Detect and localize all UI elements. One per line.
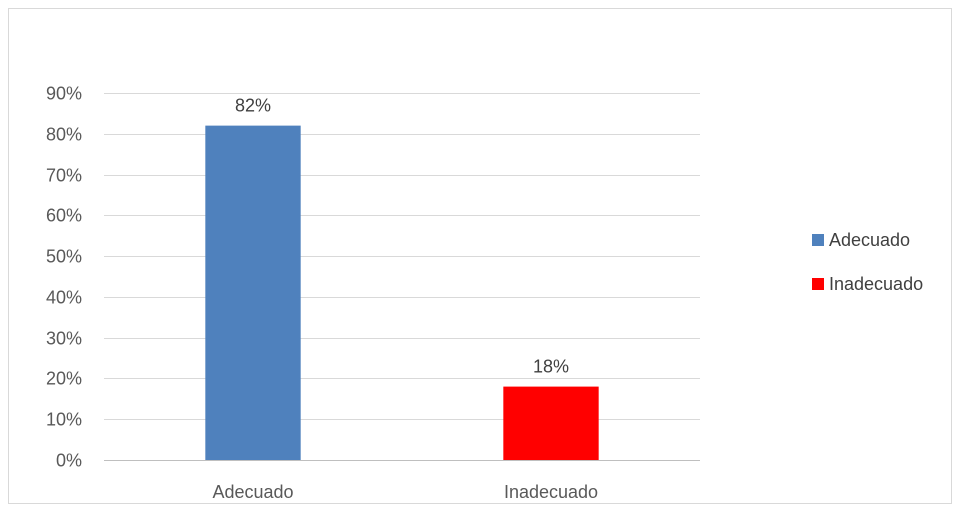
y-tick-label: 70%	[46, 166, 82, 186]
y-tick-label: 0%	[56, 451, 82, 471]
x-axis-category-labels: Adecuado Inadecuado	[212, 482, 598, 502]
legend: Adecuado Inadecuado	[812, 230, 923, 294]
y-tick-label: 60%	[46, 206, 82, 226]
y-tick-label: 10%	[46, 410, 82, 430]
legend-label-adecuado: Adecuado	[829, 230, 910, 250]
y-tick-label: 20%	[46, 369, 82, 389]
data-label-adecuado: 82%	[235, 96, 271, 116]
y-tick-label: 50%	[46, 247, 82, 267]
x-tick-label-inadecuado: Inadecuado	[504, 482, 598, 502]
bars	[205, 125, 599, 460]
bar-inadecuado	[503, 386, 599, 460]
legend-swatch-inadecuado	[812, 278, 824, 290]
x-tick-label-adecuado: Adecuado	[212, 482, 293, 502]
legend-label-inadecuado: Inadecuado	[829, 274, 923, 294]
data-label-inadecuado: 18%	[533, 357, 569, 377]
y-tick-label: 40%	[46, 288, 82, 308]
legend-swatch-adecuado	[812, 234, 824, 246]
y-tick-label: 80%	[46, 125, 82, 145]
y-tick-label: 30%	[46, 329, 82, 349]
bar-adecuado	[205, 125, 301, 460]
data-labels: 82% 18%	[235, 96, 569, 377]
y-tick-label: 90%	[46, 84, 82, 104]
gridlines	[104, 93, 700, 461]
y-axis-tick-labels: 0% 10% 20% 30% 40% 50% 60% 70% 80% 90%	[46, 84, 82, 471]
